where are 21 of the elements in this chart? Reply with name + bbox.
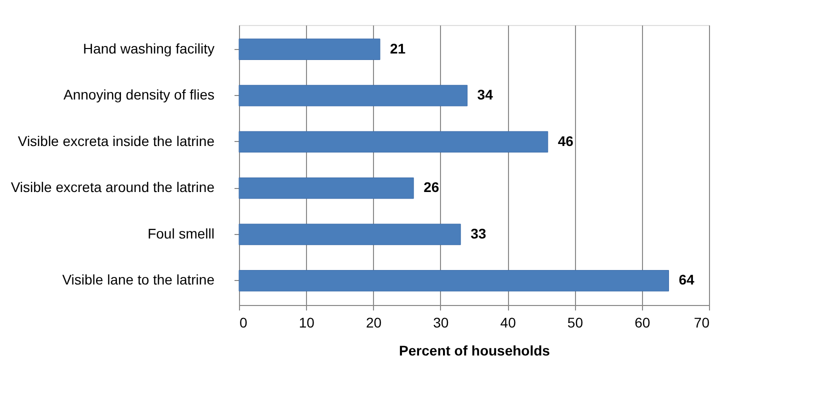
data-label: 46 [558, 132, 574, 149]
y-tick-label: Foul smelll [148, 225, 214, 242]
y-tick-label: Hand washing facility [82, 40, 214, 56]
data-label: 34 [477, 86, 494, 103]
y-tick-label: Visible lane to the latrine [62, 272, 215, 288]
x-tick-label: 50 [567, 314, 584, 330]
data-label: 21 [390, 40, 406, 56]
x-tick-label: 60 [634, 314, 650, 330]
data-label: 33 [470, 225, 486, 242]
x-tick-label: 40 [500, 314, 516, 330]
y-tick-label: Visible excreta around the latrine [10, 179, 215, 196]
x-tick-label: 0 [240, 314, 248, 330]
x-axis-title: Percent of households [399, 342, 550, 358]
x-tick-label: 30 [433, 314, 449, 330]
x-tick-label: 10 [298, 314, 315, 330]
data-label: 64 [678, 272, 694, 288]
data-label: 26 [424, 179, 440, 196]
y-tick-label: Visible excreta inside the latrine [18, 132, 215, 149]
x-tick-label: 20 [366, 314, 382, 330]
x-tick-label: 70 [694, 314, 710, 330]
y-tick-label: Annoying density of flies [64, 86, 214, 103]
